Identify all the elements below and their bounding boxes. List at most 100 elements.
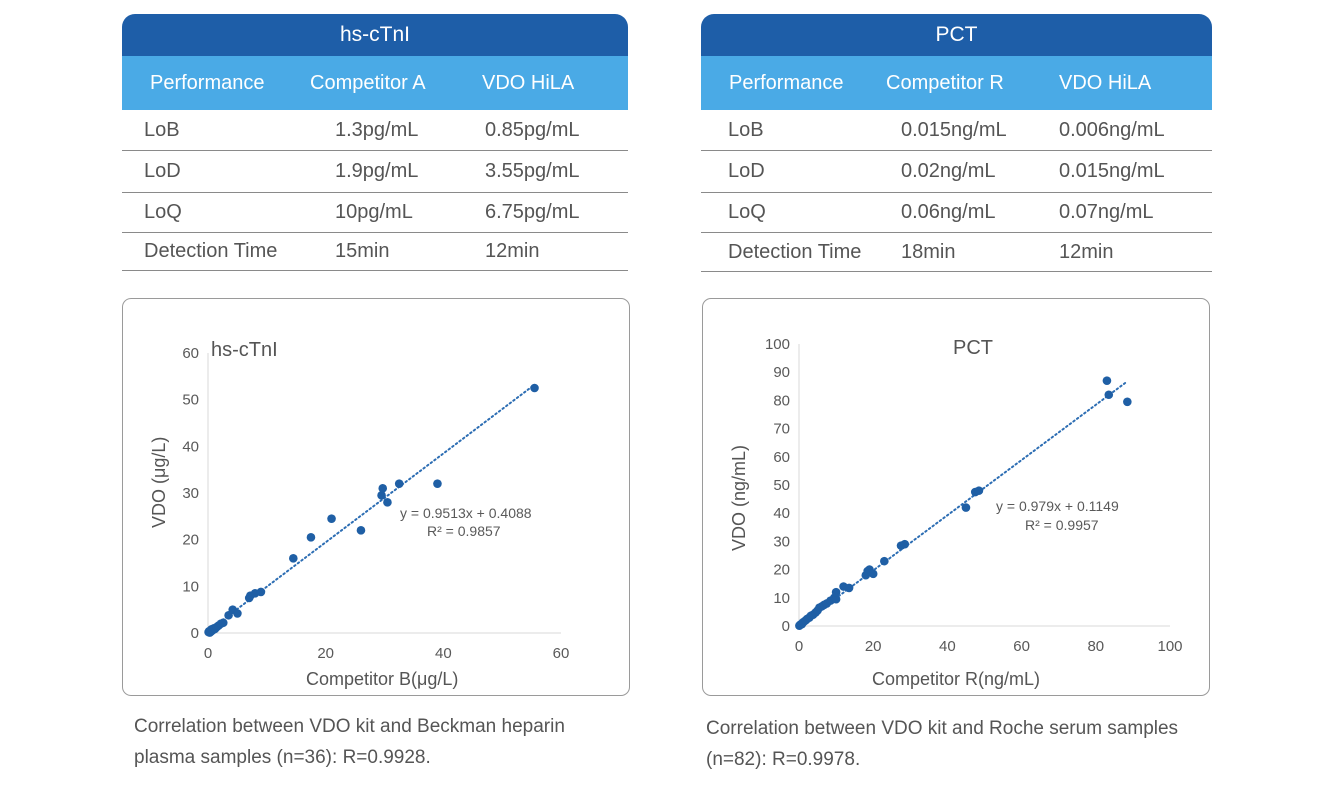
y-tick-label: 50 [182,392,199,409]
data-point [831,587,841,597]
table-header-row: Performance Competitor R VDO HiLA [701,56,1212,110]
y-tick-label: 80 [773,392,790,409]
data-point [378,484,388,493]
data-point [327,514,336,523]
table-cell: LoD [144,160,181,182]
y-tick-label: 90 [773,364,790,381]
r-squared-label: R² = 0.9957 [1025,517,1099,533]
table-cell: 0.06ng/mL [901,201,996,223]
column-header: Performance [150,71,265,94]
data-point [844,583,854,593]
table-cell: Detection Time [728,240,862,263]
chart-title: PCT [953,337,993,359]
data-point [306,533,316,542]
hs-ctni-chart-panel: 0 10 20 30 40 50 60 0 20 40 60 hs-cTnI y = 0.9513… [122,298,630,696]
table-cell: 0.02ng/mL [901,160,996,182]
table-cell: 0.015ng/mL [1059,160,1165,182]
y-tick-label: 60 [773,449,790,466]
x-tick-label: 60 [553,645,570,662]
table-cell: 1.3pg/mL [335,118,419,141]
y-tick-label: 40 [182,438,199,455]
x-axis-label: Competitor B(μg/L) [306,669,458,689]
y-axis-label: VDO (ng/mL) [729,445,749,551]
y-tick-label: 100 [765,336,790,353]
caption-line: Correlation between VDO kit and Beckman … [134,716,565,737]
y-tick-label: 70 [773,421,790,438]
table-cell: Detection Time [144,240,278,262]
y-tick-label: 20 [773,562,790,579]
column-header: Performance [729,71,844,94]
chart-title: hs-cTnI [211,339,278,361]
table-row: LoQ 10pg/mL 6.75pg/mL [122,193,628,233]
y-tick-label: 0 [191,625,199,642]
y-tick-label: 20 [182,532,199,549]
table-cell: LoB [728,118,764,141]
data-point [1102,376,1112,385]
y-tick-label: 10 [773,590,790,607]
data-point [831,594,841,604]
table-cell: LoB [144,118,180,141]
x-tick-label: 40 [939,638,956,655]
x-tick-label: 60 [1013,638,1030,655]
y-axis-label: VDO (μg/L) [149,437,169,528]
y-tick-label: 10 [182,578,199,595]
data-point [961,503,971,512]
table-cell: 15min [335,240,390,262]
table-cell: 18min [901,240,956,263]
data-point [218,618,228,628]
column-header: Competitor R [886,71,1004,94]
caption-line: Correlation between VDO kit and Roche se… [706,718,1179,739]
y-tick-label: 0 [782,618,790,635]
data-point [433,479,442,488]
data-point [530,383,539,393]
data-point [1104,390,1114,400]
data-point [880,556,889,566]
column-header: VDO HiLA [482,71,575,94]
table-row: LoB 0.015ng/mL 0.006ng/mL [701,110,1212,151]
table-cell: 0.07ng/mL [1059,201,1154,223]
hs-ctni-scatter-chart: 0 10 20 30 40 50 60 0 20 40 60 hs-cTnI y = 0.9513… [149,339,570,689]
table-cell: 1.9pg/mL [335,160,419,182]
data-point [233,609,242,618]
hs-ctni-table: hs-cTnI Performance Competitor A VDO HiL… [122,14,628,271]
data-point [394,479,404,488]
data-point [974,486,984,495]
table-cell: 6.75pg/mL [485,201,580,223]
table-cell: 0.015ng/mL [901,118,1007,141]
table-title: hs-cTnI [122,14,628,56]
data-point [868,569,878,579]
table-row: Detection Time 15min 12min [122,233,628,271]
table-row: LoB 1.3pg/mL 0.85pg/mL [122,110,628,151]
table-cell: 10pg/mL [335,201,413,223]
x-tick-label: 0 [204,645,212,662]
table-cell: LoQ [728,201,766,223]
data-point [383,498,392,507]
table-row: Detection Time 18min 12min [701,233,1212,272]
table-cell: LoQ [144,201,182,223]
x-tick-label: 20 [317,645,334,662]
data-point [377,491,386,500]
table-cell: 12min [1059,240,1114,263]
table-row: LoQ 0.06ng/mL 0.07ng/mL [701,193,1212,233]
x-tick-label: 20 [865,638,882,655]
table-row: LoD 1.9pg/mL 3.55pg/mL [122,151,628,193]
caption-line: (n=82): R=0.9978. [706,749,861,770]
table-cell: 12min [485,240,540,262]
column-header: Competitor A [310,71,426,94]
table-header-row: Performance Competitor A VDO HiLA [122,56,628,110]
data-point [356,526,366,535]
x-axis-label: Competitor R(ng/mL) [872,669,1040,689]
table-cell: LoD [728,160,765,182]
data-point [900,539,910,549]
data-point [256,587,266,597]
r-squared-label: R² = 0.9857 [427,523,501,539]
data-point [289,554,298,563]
caption-line: plasma samples (n=36): R=0.9928. [134,747,431,768]
x-tick-label: 0 [795,638,803,655]
data-point [1123,397,1132,407]
table-cell: 0.006ng/mL [1059,118,1165,141]
trendline-equation: y = 0.979x + 0.1149 [996,498,1119,514]
y-tick-label: 50 [773,477,790,494]
y-tick-label: 40 [773,505,790,522]
